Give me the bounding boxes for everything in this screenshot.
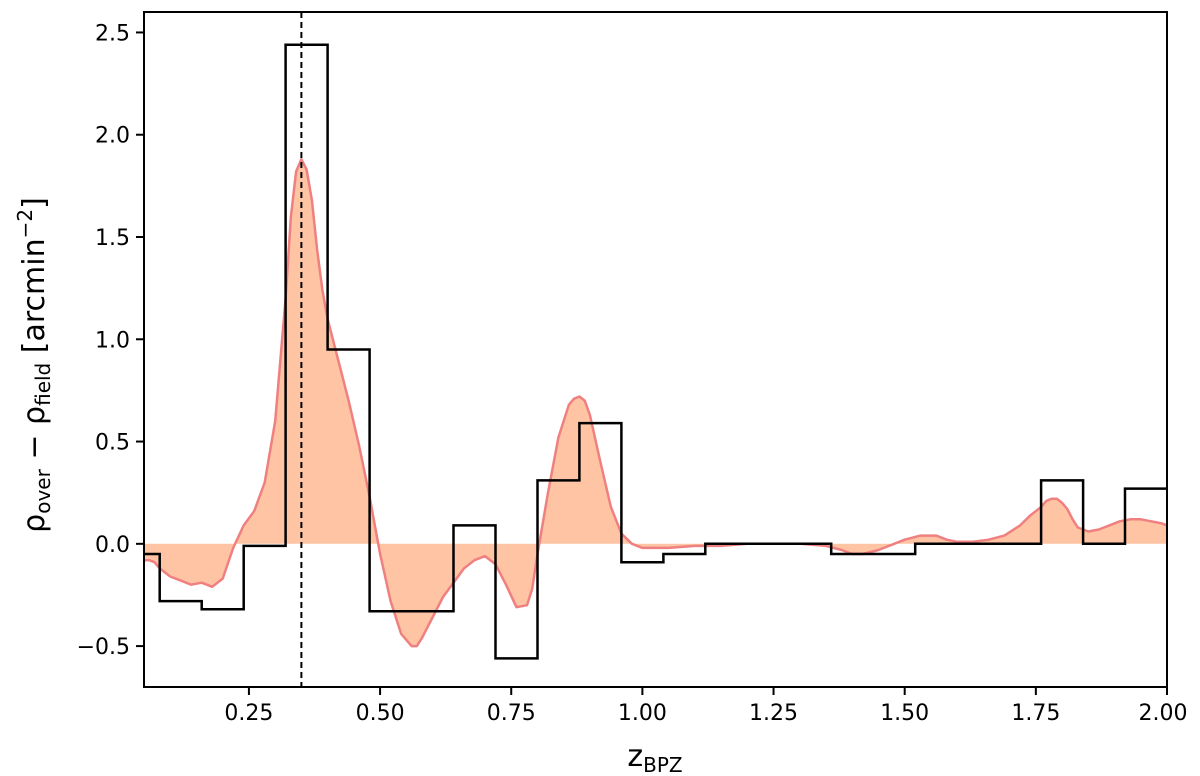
y-tick-label: 0.0: [95, 533, 130, 558]
x-tick-label: 1.50: [880, 701, 929, 726]
y-tick-label: 1.0: [95, 328, 130, 353]
x-axis-label-sub: BPZ: [643, 753, 682, 776]
x-tick-label: 0.50: [356, 701, 405, 726]
plot-frame: [143, 11, 1168, 688]
y-label-sub-over: over: [31, 468, 55, 513]
x-axis-label: zBPZ: [627, 739, 682, 776]
x-tick-label: 1.00: [618, 701, 667, 726]
y-tick-label: −0.5: [77, 635, 130, 660]
x-tick-label: 0.25: [224, 701, 273, 726]
density-curve: [144, 158, 1168, 648]
y-label-rho-over: ρ: [17, 514, 52, 533]
y-label-sub-field: field: [31, 363, 55, 406]
y-label-minus: −: [17, 425, 52, 469]
x-tick-label: 1.75: [1011, 701, 1060, 726]
y-label-unit-sup: −2: [13, 209, 37, 238]
y-tick-label: 2.0: [95, 124, 130, 149]
y-tick-label: 1.5: [95, 226, 130, 251]
density-fill-area: [144, 159, 1167, 647]
y-label-unit-close: ]: [17, 197, 52, 209]
y-axis: −0.5 0.0 0.5 1.0 1.5 2.0 2.5: [77, 21, 144, 660]
y-label-rho-field: ρ: [17, 406, 52, 425]
x-tick-label: 0.75: [487, 701, 536, 726]
y-axis-label: ρover − ρfield [arcmin−2]: [13, 197, 55, 533]
x-tick-label: 1.25: [749, 701, 798, 726]
y-label-unit-open: [arcmin: [17, 238, 52, 362]
x-tick-label: 2.00: [1139, 701, 1188, 726]
y-tick-label: 0.5: [95, 431, 130, 456]
histogram-step-line: [144, 43, 1167, 660]
y-tick-label: 2.5: [95, 21, 130, 46]
x-axis: 0.25 0.50 0.75 1.00 1.25 1.50 1.75 2.00: [224, 687, 1187, 726]
plot-area: [144, 12, 1168, 687]
x-axis-label-main: z: [627, 739, 643, 774]
